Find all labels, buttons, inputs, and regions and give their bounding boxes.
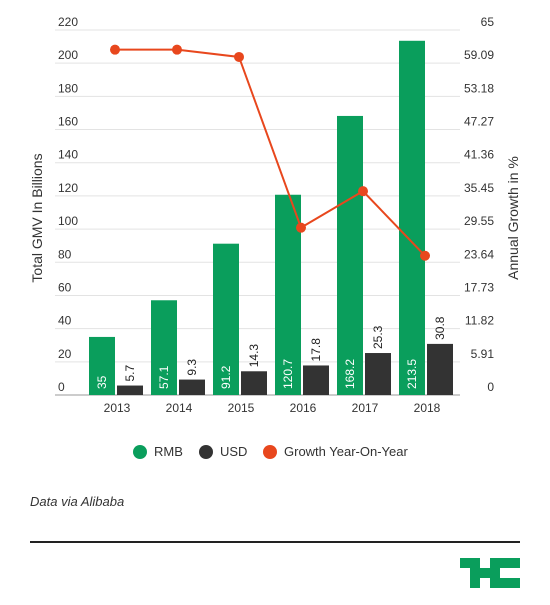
bar-usd <box>427 343 453 395</box>
growth-point <box>420 250 430 261</box>
x-tick-label: 2015 <box>228 401 255 415</box>
growth-line <box>110 44 430 261</box>
growth-point <box>172 44 182 55</box>
left-tick-label: 40 <box>58 314 72 328</box>
growth-point <box>358 186 368 197</box>
bar-value-label: 9.3 <box>185 359 199 376</box>
left-tick-label: 100 <box>58 214 78 228</box>
right-tick-label: 5.91 <box>471 347 495 361</box>
bar-value-label: 57.1 <box>157 365 171 389</box>
bar-value-label: 35 <box>95 375 109 389</box>
bar-value-label: 168.2 <box>343 359 357 389</box>
left-tick-label: 60 <box>58 280 72 294</box>
legend-swatch <box>133 445 147 459</box>
legend: RMB USD Growth Year-On-Year <box>133 444 408 459</box>
bar-usd <box>365 353 391 395</box>
divider <box>30 541 520 543</box>
bar-value-label: 5.7 <box>123 365 137 382</box>
bar-value-label: 25.3 <box>371 325 385 349</box>
left-axis-ticks: 0 20 40 60 80 100 120 140 160 180 200 220 <box>58 15 78 394</box>
bar-usd <box>117 385 143 395</box>
left-tick-label: 80 <box>58 247 72 261</box>
bar-value-label: 30.8 <box>433 316 447 340</box>
growth-point <box>234 51 244 62</box>
right-tick-label: 29.55 <box>464 214 494 228</box>
bar-labels: 35 5.7 57.1 9.3 91.2 14.3 120.7 17.8 168.2 25.3 21… <box>95 316 447 389</box>
bar-usd <box>303 365 329 395</box>
bar-value-label: 14.3 <box>247 344 261 368</box>
left-tick-label: 140 <box>58 148 78 162</box>
grid-lines <box>55 29 460 396</box>
legend-label: RMB <box>154 444 183 459</box>
left-tick-label: 20 <box>58 347 72 361</box>
left-tick-label: 160 <box>58 115 78 129</box>
right-tick-label: 53.18 <box>464 81 494 95</box>
x-tick-label: 2014 <box>166 401 193 415</box>
bar-value-label: 213.5 <box>405 359 419 389</box>
legend-swatch <box>263 445 277 459</box>
x-tick-label: 2013 <box>104 401 131 415</box>
bars <box>89 40 453 396</box>
left-tick-label: 0 <box>58 380 65 394</box>
x-tick-label: 2017 <box>352 401 379 415</box>
bar-rmb <box>89 336 115 395</box>
right-tick-label: 35.45 <box>464 181 494 195</box>
left-tick-label: 180 <box>58 81 78 95</box>
right-tick-label: 0 <box>487 380 494 394</box>
techcrunch-logo <box>460 558 520 588</box>
left-tick-label: 200 <box>58 48 78 62</box>
legend-label: Growth Year-On-Year <box>284 444 408 459</box>
bar-rmb <box>151 300 177 395</box>
bar-usd <box>241 371 267 395</box>
x-tick-label: 2016 <box>290 401 317 415</box>
x-tick-label: 2018 <box>414 401 441 415</box>
right-tick-label: 11.82 <box>465 314 494 328</box>
legend-swatch <box>199 445 213 459</box>
right-axis-ticks: 0 5.91 11.82 17.73 23.64 29.55 35.45 41.36 47.27… <box>464 15 494 394</box>
growth-point <box>296 222 306 233</box>
growth-point <box>110 44 120 55</box>
left-axis-title: Total GMV In Billions <box>29 153 45 282</box>
right-axis-title: Annual Growth in % <box>505 156 521 280</box>
right-tick-label: 59.09 <box>464 48 494 62</box>
bar-rmb <box>337 115 363 395</box>
right-tick-label: 23.64 <box>464 247 494 261</box>
bar-rmb <box>399 40 425 396</box>
right-tick-label: 17.73 <box>464 280 494 294</box>
bar-value-label: 17.8 <box>309 338 323 362</box>
bar-value-label: 120.7 <box>281 359 295 389</box>
bar-rmb <box>213 243 239 395</box>
right-tick-label: 41.36 <box>464 148 494 162</box>
legend-label: USD <box>220 444 247 459</box>
growth-line-path <box>115 48 426 257</box>
bar-usd <box>179 379 205 395</box>
right-tick-label: 47.27 <box>464 115 494 129</box>
left-tick-label: 220 <box>58 15 78 29</box>
right-tick-label: 65 <box>481 15 495 29</box>
x-axis-ticks: 2013 2014 2015 2016 2017 2018 <box>104 401 441 415</box>
source-note: Data via Alibaba <box>30 494 125 509</box>
left-tick-label: 120 <box>58 181 78 195</box>
bar-value-label: 91.2 <box>219 365 233 389</box>
